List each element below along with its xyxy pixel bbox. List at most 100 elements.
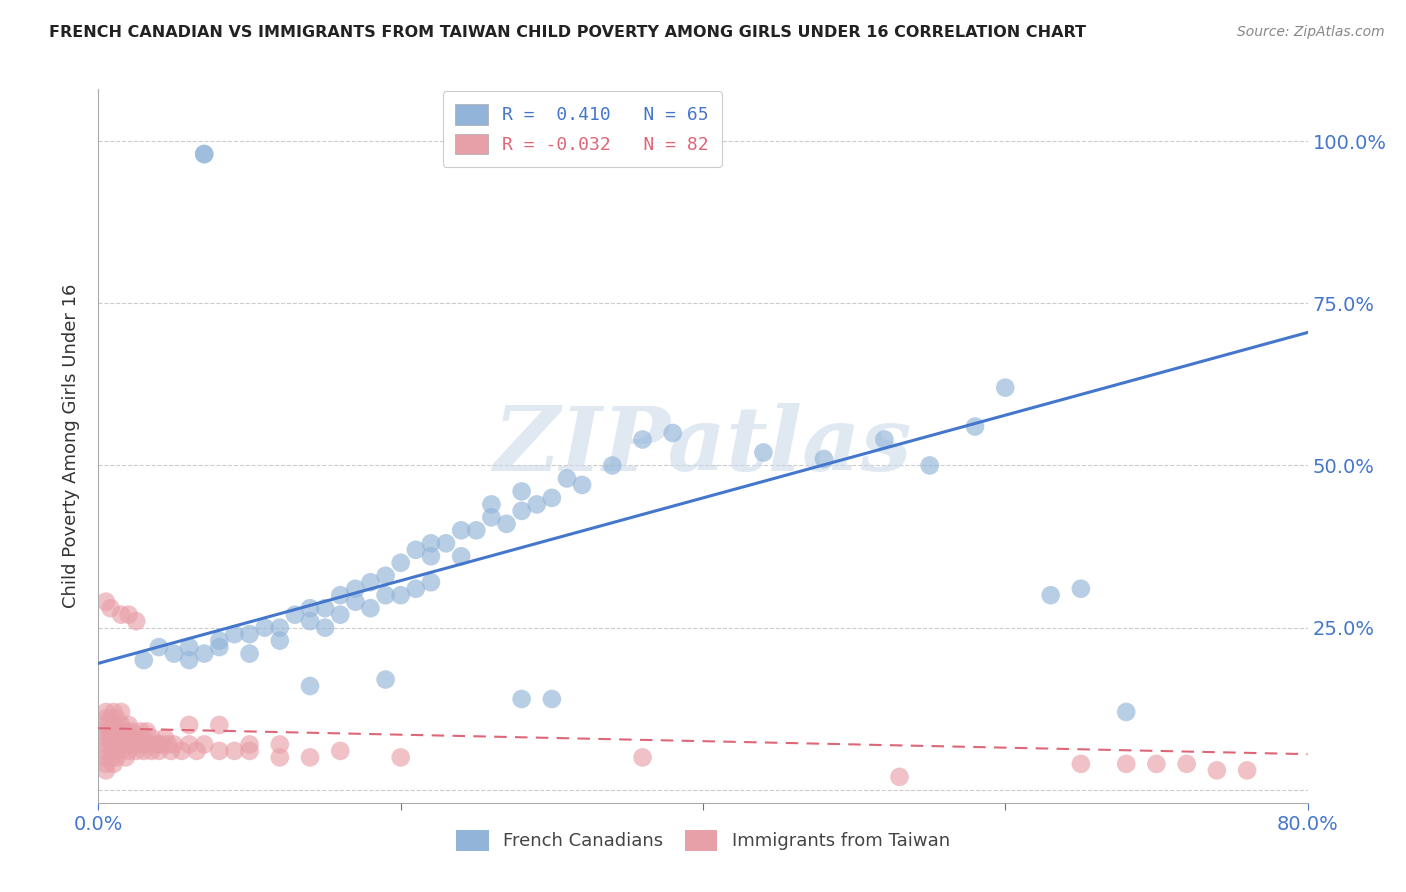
Point [1236, 764, 1258, 778]
Point [661, 425, 683, 440]
Point [135, 738, 157, 752]
Point [103, 744, 125, 758]
Point [344, 582, 367, 596]
Point [193, 147, 215, 161]
Point [179, 653, 201, 667]
Point [405, 542, 427, 557]
Point [94, 705, 117, 719]
Text: FRENCH CANADIAN VS IMMIGRANTS FROM TAIWAN CHILD POVERTY AMONG GIRLS UNDER 16 COR: FRENCH CANADIAN VS IMMIGRANTS FROM TAIWA… [49, 25, 1087, 40]
Point [526, 497, 548, 511]
Point [314, 621, 336, 635]
Point [141, 744, 163, 758]
Point [100, 711, 122, 725]
Point [994, 381, 1017, 395]
Point [481, 497, 503, 511]
Point [179, 718, 201, 732]
Point [94, 595, 117, 609]
Point [253, 621, 276, 635]
Point [114, 724, 136, 739]
Point [148, 738, 170, 752]
Point [132, 731, 155, 745]
Point [555, 471, 578, 485]
Point [94, 724, 117, 739]
Point [125, 744, 148, 758]
Point [100, 738, 122, 752]
Point [193, 738, 215, 752]
Point [94, 756, 117, 771]
Point [132, 653, 155, 667]
Point [114, 750, 136, 764]
Point [135, 724, 157, 739]
Point [299, 750, 322, 764]
Point [360, 575, 382, 590]
Point [179, 738, 201, 752]
Point [299, 601, 322, 615]
Point [344, 595, 367, 609]
Point [100, 724, 122, 739]
Point [156, 738, 179, 752]
Point [631, 750, 654, 764]
Point [389, 556, 412, 570]
Point [510, 692, 533, 706]
Point [450, 524, 472, 538]
Point [1175, 756, 1198, 771]
Point [813, 452, 835, 467]
Point [571, 478, 593, 492]
Point [148, 640, 170, 654]
Point [1070, 582, 1092, 596]
Point [510, 504, 533, 518]
Point [1070, 756, 1092, 771]
Point [110, 607, 132, 622]
Point [94, 764, 117, 778]
Point [125, 731, 148, 745]
Point [186, 744, 208, 758]
Point [495, 516, 517, 531]
Point [269, 738, 291, 752]
Point [94, 750, 117, 764]
Point [94, 738, 117, 752]
Point [269, 750, 291, 764]
Point [208, 633, 231, 648]
Text: ZIPatlas: ZIPatlas [495, 403, 911, 489]
Point [118, 718, 141, 732]
Point [224, 627, 246, 641]
Point [141, 731, 163, 745]
Point [193, 147, 215, 161]
Point [1206, 764, 1229, 778]
Point [103, 705, 125, 719]
Text: Source: ZipAtlas.com: Source: ZipAtlas.com [1237, 25, 1385, 39]
Point [299, 679, 322, 693]
Point [540, 491, 562, 505]
Point [153, 731, 176, 745]
Point [94, 731, 117, 745]
Point [1115, 705, 1137, 719]
Point [105, 738, 128, 752]
Point [420, 549, 443, 564]
Point [105, 711, 128, 725]
Point [389, 588, 412, 602]
Point [314, 601, 336, 615]
Point [148, 744, 170, 758]
Point [208, 640, 231, 654]
Point [110, 718, 132, 732]
Point [329, 744, 352, 758]
Point [208, 718, 231, 732]
Point [121, 724, 143, 739]
Point [299, 614, 322, 628]
Point [163, 738, 186, 752]
Point [873, 433, 896, 447]
Point [540, 692, 562, 706]
Point [103, 731, 125, 745]
Point [465, 524, 488, 538]
Point [329, 588, 352, 602]
Point [1039, 588, 1062, 602]
Point [420, 575, 443, 590]
Point [510, 484, 533, 499]
Point [110, 731, 132, 745]
Point [118, 607, 141, 622]
Point [284, 607, 307, 622]
Point [481, 510, 503, 524]
Point [631, 433, 654, 447]
Point [100, 750, 122, 764]
Y-axis label: Child Poverty Among Girls Under 16: Child Poverty Among Girls Under 16 [62, 284, 80, 608]
